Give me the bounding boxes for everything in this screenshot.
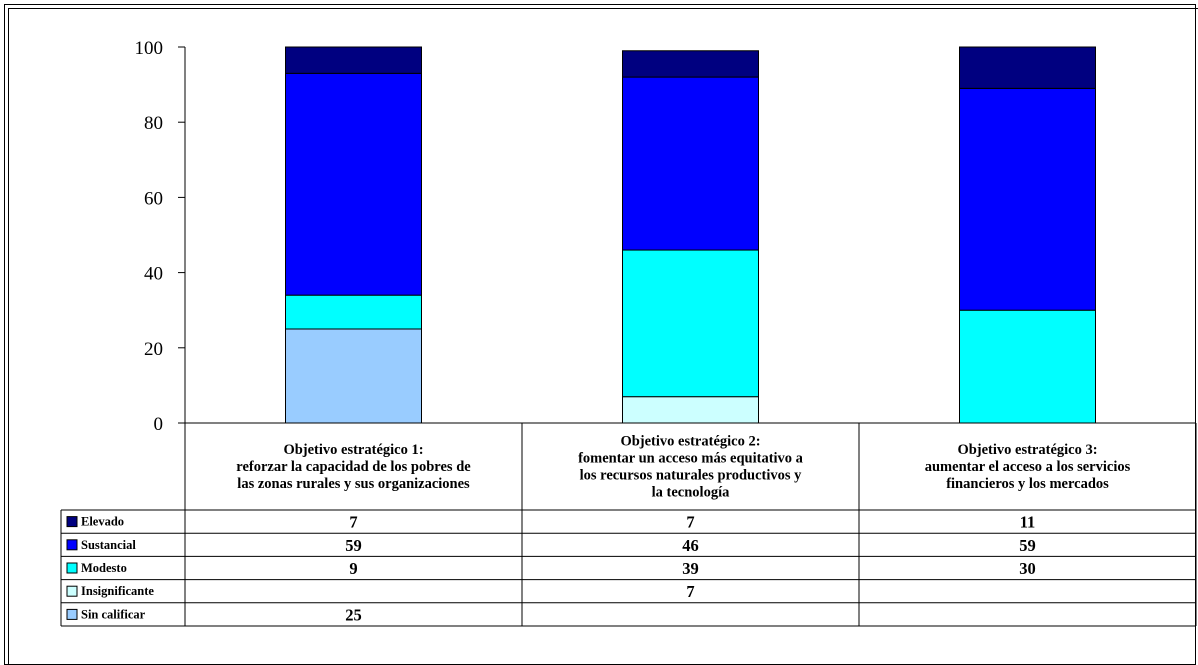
data-table-value: 59 — [345, 536, 362, 555]
data-table-value: 30 — [1019, 559, 1036, 578]
bar-segment-modesto — [622, 249, 759, 398]
data-table-value: 59 — [1019, 536, 1036, 555]
y-tick-label: 100 — [135, 38, 164, 59]
bar-segment-sustancial — [622, 76, 759, 251]
bar-segment-sin-calificar — [285, 328, 422, 424]
bar-segment-modesto — [959, 309, 1096, 424]
legend-label: Sin calificar — [81, 607, 146, 621]
inner-frame — [8, 8, 1198, 665]
legend-swatch — [66, 608, 78, 620]
data-table-value: 7 — [349, 513, 357, 532]
data-table-value: 7 — [686, 582, 694, 601]
data-table-value: 7 — [686, 513, 694, 532]
legend-label: Modesto — [81, 561, 127, 575]
category-label: Objetivo estratégico 1: reforzar la capac… — [236, 442, 471, 492]
y-tick-label: 20 — [144, 339, 163, 360]
data-table-value: 39 — [682, 559, 699, 578]
bar-segment-elevado — [959, 46, 1096, 89]
legend-swatch — [66, 516, 78, 528]
legend-swatch — [66, 585, 78, 597]
bar-segment-insignificante — [622, 396, 759, 424]
y-tick-label: 80 — [144, 113, 163, 134]
legend-label: Insignificante — [81, 584, 154, 598]
legend-label: Elevado — [81, 515, 124, 529]
y-tick-label: 0 — [154, 414, 164, 435]
legend-label: Sustancial — [81, 538, 136, 552]
bar-segment-elevado — [622, 50, 759, 78]
data-table-value: 9 — [349, 559, 357, 578]
bar-segment-sustancial — [285, 72, 422, 296]
bar-segment-sustancial — [959, 87, 1096, 311]
y-tick-label: 60 — [144, 188, 163, 209]
y-tick-label: 40 — [144, 264, 163, 285]
data-table-value: 11 — [1020, 513, 1036, 532]
bar-segment-modesto — [285, 294, 422, 330]
legend-swatch — [66, 562, 78, 574]
data-table-value: 46 — [682, 536, 699, 555]
legend-swatch — [66, 539, 78, 551]
category-label: Objetivo estratégico 2: fomentar un acces… — [578, 434, 804, 501]
bar-segment-elevado — [285, 46, 422, 74]
category-label: Objetivo estratégico 3: aumentar el acces… — [925, 442, 1131, 492]
data-table-value: 25 — [345, 605, 362, 624]
